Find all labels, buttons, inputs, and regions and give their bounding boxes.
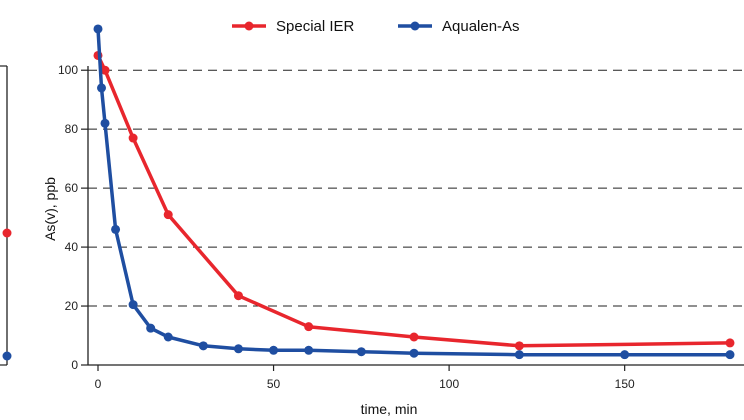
data-point-special-ier [163, 210, 173, 220]
data-point-aqualen-as [93, 24, 103, 34]
y-axis-title: As(v), ppb [42, 177, 58, 241]
data-point-aqualen-as [409, 348, 419, 358]
legend-marker-aqualen-as [410, 21, 420, 31]
data-point-aqualen-as [356, 347, 366, 357]
left-panel-red-point [2, 228, 12, 238]
data-point-special-ier [409, 332, 419, 342]
y-tick-label: 40 [65, 240, 79, 254]
legend-item-aqualen-as: Aqualen-As [398, 18, 520, 35]
data-point-special-ier [233, 291, 243, 301]
data-point-aqualen-as [163, 332, 173, 342]
data-point-special-ier [304, 322, 314, 332]
series-special-ier [93, 50, 735, 351]
series-line-special-ier [96, 53, 732, 348]
gridlines [88, 69, 744, 307]
x-tick-label: 150 [615, 377, 635, 391]
data-point-aqualen-as [620, 350, 630, 360]
data-point-aqualen-as [97, 83, 107, 93]
data-point-special-ier [514, 341, 524, 351]
series-layer [93, 24, 735, 360]
x-tick-label: 100 [439, 377, 459, 391]
data-point-aqualen-as [304, 345, 314, 355]
data-point-aqualen-as [146, 323, 156, 333]
data-point-aqualen-as [128, 300, 138, 310]
data-point-aqualen-as [198, 341, 208, 351]
data-point-aqualen-as [100, 118, 110, 128]
data-point-aqualen-as [725, 350, 735, 360]
data-point-aqualen-as [111, 224, 121, 234]
data-point-special-ier [100, 65, 110, 75]
x-tick-label: 50 [267, 377, 281, 391]
legend-label-aqualen-as: Aqualen-As [442, 18, 520, 35]
y-tick-label: 20 [65, 299, 79, 313]
left-panel-fragment [0, 65, 12, 366]
y-tick-label: 60 [65, 181, 79, 195]
data-point-aqualen-as [514, 350, 524, 360]
axes [87, 66, 744, 366]
y-tick-label: 0 [71, 358, 78, 372]
data-point-special-ier [128, 133, 138, 143]
data-point-special-ier [725, 338, 735, 348]
y-tick-label: 100 [58, 63, 78, 77]
series-line-aqualen-as [96, 27, 732, 357]
x-axis-title: time, min [361, 401, 418, 417]
ticks: 0 20 40 60 80 100 0 50 100 150 [58, 63, 635, 391]
y-tick-label: 80 [65, 122, 79, 136]
legend-item-special-ier: Special IER [232, 18, 355, 35]
legend: Special IER Aqualen-As [232, 18, 520, 35]
legend-label-special-ier: Special IER [276, 18, 355, 35]
data-point-aqualen-as [233, 344, 243, 354]
left-panel-blue-point [2, 351, 12, 361]
data-point-aqualen-as [269, 345, 279, 355]
series-aqualen-as [93, 24, 735, 360]
x-tick-label: 0 [95, 377, 102, 391]
legend-marker-special-ier [244, 21, 254, 31]
